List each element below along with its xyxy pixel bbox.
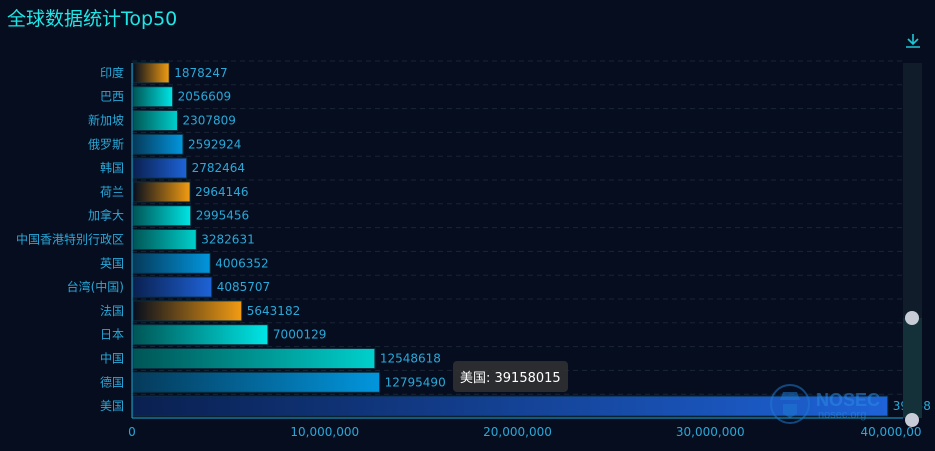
value-label: 2592924 [188, 137, 241, 151]
nosec-watermark: NOSEC nosec.org [770, 382, 890, 430]
category-label: 日本 [100, 328, 124, 342]
value-label: 4006352 [215, 256, 268, 270]
value-label: 12795490 [385, 375, 446, 389]
slider-handle-bottom[interactable] [905, 413, 919, 427]
watermark-brand: NOSEC [816, 390, 880, 410]
datazoom-slider[interactable] [903, 63, 922, 427]
category-label: 印度 [100, 65, 124, 80]
watermark-site: nosec.org [818, 409, 866, 421]
category-label: 英国 [100, 256, 124, 270]
chart-title: 全球数据统计Top50 [7, 8, 178, 30]
slider-handle-top[interactable] [905, 311, 919, 325]
category-label: 俄罗斯 [88, 137, 124, 151]
category-label: 荷兰 [100, 185, 124, 199]
category-label: 韩国 [100, 160, 124, 175]
value-label: 3282631 [201, 233, 254, 247]
x-tick-label: 0 [128, 425, 136, 439]
category-label: 中国 [100, 351, 124, 366]
value-label: 7000129 [273, 328, 326, 342]
bar[interactable] [132, 110, 178, 131]
category-label: 巴西 [100, 90, 124, 104]
bar[interactable] [132, 157, 188, 179]
bar[interactable] [132, 276, 213, 298]
category-label: 德国 [100, 374, 124, 389]
category-label: 中国香港特别行政区 [16, 232, 124, 247]
bar[interactable] [132, 395, 889, 417]
value-label: 1878247 [174, 66, 227, 80]
bar[interactable] [132, 62, 170, 84]
value-label: 5643182 [247, 304, 300, 318]
bar[interactable] [132, 348, 376, 369]
category-label: 新加坡 [88, 113, 124, 128]
x-tick-label: 10,000,000 [290, 425, 359, 439]
value-label: 2964146 [195, 185, 248, 199]
bar[interactable] [132, 371, 381, 393]
value-label: 2307809 [182, 114, 235, 128]
bar[interactable] [132, 252, 211, 274]
value-label: 2056609 [178, 90, 231, 104]
category-label: 法国 [100, 304, 124, 318]
value-label: 12548618 [380, 352, 441, 366]
x-tick-label: 40,000,00 [860, 425, 921, 439]
category-label: 加拿大 [88, 208, 124, 223]
download-icon[interactable] [903, 31, 923, 51]
x-tick-label: 30,000,000 [676, 425, 745, 439]
value-label: 4085707 [217, 280, 270, 294]
x-tick-label: 20,000,000 [483, 425, 552, 439]
bar[interactable] [132, 324, 269, 346]
category-label: 台湾(中国) [67, 279, 124, 294]
bar[interactable] [132, 300, 243, 322]
bar[interactable] [132, 181, 191, 203]
value-label: 2995456 [196, 209, 249, 223]
bar[interactable] [132, 86, 174, 108]
bar[interactable] [132, 133, 184, 155]
category-label: 美国 [100, 399, 124, 413]
value-label: 2782464 [192, 161, 245, 175]
tooltip: 美国: 39158015 [453, 361, 568, 392]
bar[interactable] [132, 205, 192, 227]
bar[interactable] [132, 229, 197, 250]
